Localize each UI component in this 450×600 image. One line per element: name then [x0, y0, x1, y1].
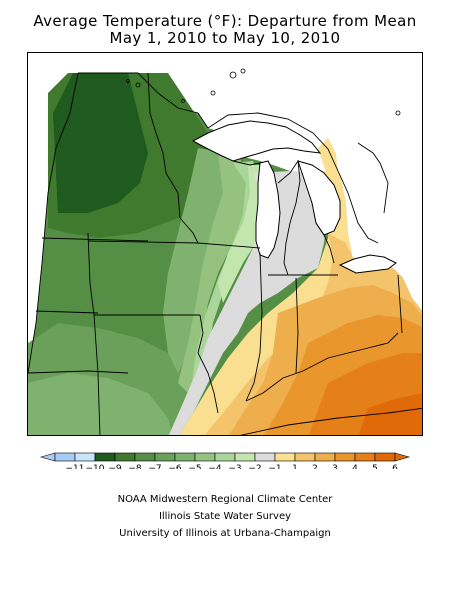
- legend-swatch: [174, 452, 196, 462]
- legend-swatch: [254, 452, 276, 462]
- legend-label: 4: [352, 464, 358, 469]
- legend-swatches: [39, 452, 411, 462]
- temperature-departure-map: [27, 52, 423, 436]
- legend-swatch: [274, 452, 296, 462]
- legend-swatch: [94, 452, 116, 462]
- legend-labels: −11 −10 −9 −8 −7 −6 −5 −4 −3 −2 −1 1 2 3 4 5 6: [66, 464, 399, 474]
- legend-swatch: [314, 452, 336, 462]
- tiny-islands: [126, 68, 401, 116]
- great-lakes: [191, 120, 397, 274]
- credit-uiuc: University of Illinois at Urbana-Champai…: [119, 528, 331, 539]
- legend-swatch: [74, 452, 96, 462]
- legend-label: −5: [188, 464, 201, 469]
- legend-label: −8: [128, 464, 142, 469]
- legend-label: −6: [168, 464, 182, 469]
- legend-label: 6: [392, 464, 398, 469]
- legend-swatch: [194, 452, 216, 462]
- temperature-fill: [28, 53, 422, 435]
- legend-arrow-high: [394, 452, 411, 462]
- legend-arrow-low: [39, 452, 56, 462]
- legend-label: 3: [332, 464, 338, 469]
- legend-swatch: [234, 452, 256, 462]
- legend-label: 5: [372, 464, 378, 469]
- legend-label: −7: [148, 464, 161, 469]
- legend-swatch: [154, 452, 176, 462]
- legend-swatch: [114, 452, 136, 462]
- legend-label: −4: [208, 464, 222, 469]
- legend-label: −11: [66, 464, 85, 469]
- legend-swatch: [134, 452, 156, 462]
- legend-swatch: [334, 452, 356, 462]
- legend-swatch: [374, 452, 396, 462]
- legend-label: −3: [228, 464, 241, 469]
- legend-label: −2: [248, 464, 261, 469]
- legend-label: −9: [108, 464, 122, 469]
- credit-noaa: NOAA Midwestern Regional Climate Center: [117, 494, 333, 505]
- legend-label: 2: [312, 464, 318, 469]
- legend-label: −10: [86, 464, 105, 469]
- legend-swatch: [54, 452, 76, 462]
- legend-swatch: [214, 452, 236, 462]
- legend-label: −1: [268, 464, 281, 469]
- legend-label: 1: [292, 464, 298, 469]
- color-legend: −11 −10 −9 −8 −7 −6 −5 −4 −3 −2 −1 1 2 3 4 5 6: [27, 447, 423, 474]
- legend-swatch: [354, 452, 376, 462]
- map-title: Average Temperature (°F): Departure from…: [33, 12, 417, 30]
- state-boundaries: [28, 72, 422, 435]
- credit-isws: Illinois State Water Survey: [158, 511, 292, 522]
- legend-swatch: [294, 452, 316, 462]
- map-date-range: May 1, 2010 to May 10, 2010: [109, 29, 341, 47]
